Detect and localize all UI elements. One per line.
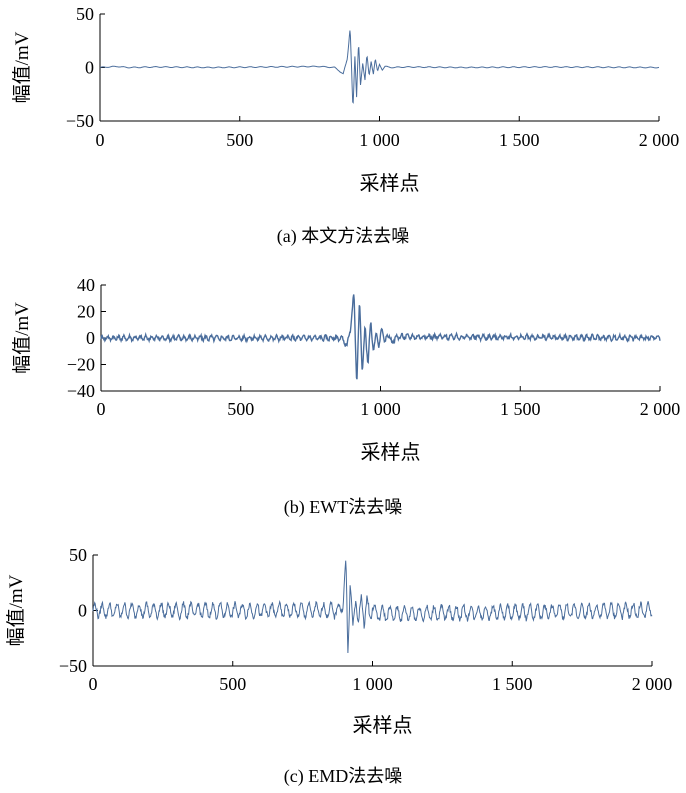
y-tick-label: −40 — [67, 381, 95, 401]
chart-b: 0 500 1 000 1 500 2 000 40 20 0 −20 −40 采样点 幅值/mV — [11, 275, 681, 464]
y-tick-label: 0 — [78, 601, 87, 621]
x-tick-label: 500 — [219, 674, 246, 694]
x-tick-label: 0 — [89, 674, 98, 694]
x-tick-label: 2 000 — [639, 130, 680, 150]
x-tick-label: 500 — [226, 130, 253, 150]
x-tick-label: 1 000 — [352, 674, 393, 694]
caption-b: (b) EWT法去噪 — [283, 497, 403, 517]
x-axis-label: 采样点 — [361, 441, 421, 464]
x-tick-label: 2 000 — [632, 674, 673, 694]
x-axis-label: 采样点 — [353, 714, 413, 737]
x-tick-label: 1 500 — [500, 399, 541, 419]
x-tick-label: 500 — [227, 399, 254, 419]
chart-panel-a: 0 500 1 000 1 500 2 000 50 0 −50 采样点 幅值/mV (a) 本文… — [0, 0, 686, 265]
x-tick-label: 1 000 — [359, 130, 400, 150]
x-tick-label: 0 — [97, 399, 106, 419]
x-tick-label: 1 500 — [499, 130, 540, 150]
y-tick-label: −50 — [59, 656, 87, 676]
x-tick-label: 2 000 — [640, 399, 681, 419]
caption-c: (c) EMD法去噪 — [283, 766, 403, 786]
y-axis-label: 幅值/mV — [11, 31, 33, 103]
chart-panel-b: 0 500 1 000 1 500 2 000 40 20 0 −20 −40 采样点 幅值/mV (… — [0, 265, 686, 530]
x-axis-label: 采样点 — [360, 172, 420, 195]
y-tick-label: −20 — [67, 355, 95, 375]
x-tick-label: 1 000 — [360, 399, 401, 419]
y-tick-label: 50 — [69, 545, 87, 565]
x-tick-label: 0 — [96, 130, 105, 150]
y-axis-label: 幅值/mV — [11, 302, 33, 374]
series-line — [100, 294, 661, 380]
y-tick-label: 40 — [77, 275, 95, 295]
y-tick-label: 0 — [86, 328, 95, 348]
y-tick-label: 20 — [77, 302, 95, 322]
series-line — [99, 30, 660, 104]
y-tick-label: −50 — [66, 111, 94, 131]
y-axis-label: 幅值/mV — [5, 574, 27, 646]
y-tick-label: 50 — [76, 4, 94, 24]
x-tick-label: 1 500 — [492, 674, 533, 694]
chart-panel-c: 0 500 1 000 1 500 2 000 50 0 −50 采样点 幅值/mV (c) EM… — [0, 530, 686, 793]
y-tick-label: 0 — [85, 58, 94, 78]
caption-a: (a) 本文方法去噪 — [276, 226, 410, 246]
series-line — [92, 560, 653, 654]
